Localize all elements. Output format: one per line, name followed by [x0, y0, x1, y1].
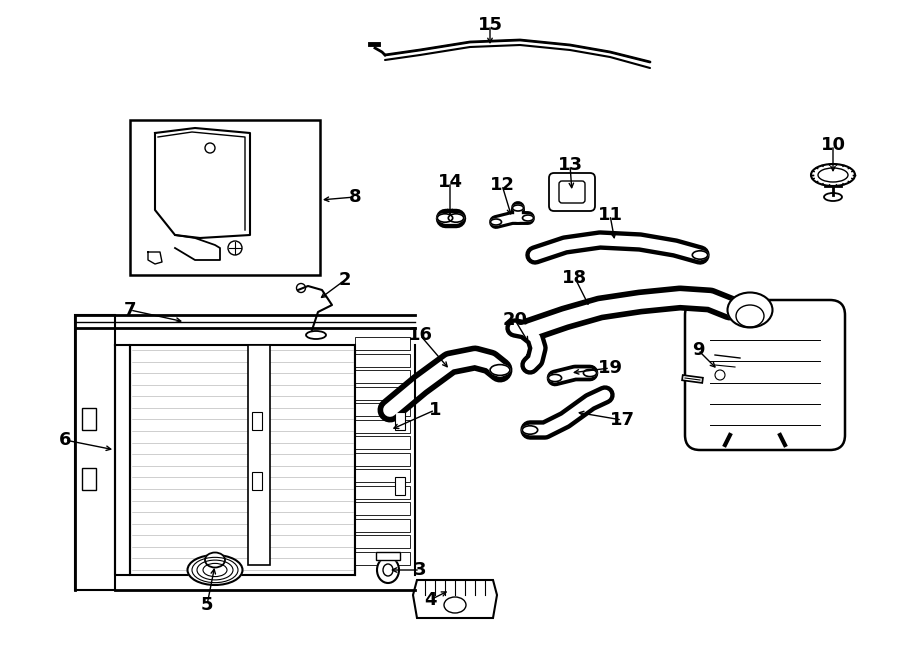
Ellipse shape: [692, 251, 707, 259]
Text: 3: 3: [414, 561, 427, 579]
Bar: [355, 436, 410, 449]
Ellipse shape: [491, 365, 510, 375]
Ellipse shape: [583, 369, 597, 377]
Ellipse shape: [523, 215, 534, 221]
Bar: [252, 472, 262, 490]
Bar: [82, 468, 96, 490]
FancyBboxPatch shape: [549, 173, 595, 211]
Text: 20: 20: [502, 311, 527, 329]
Text: 2: 2: [338, 271, 351, 289]
Ellipse shape: [491, 219, 501, 225]
Bar: [355, 535, 410, 549]
Bar: [355, 502, 410, 516]
Bar: [355, 337, 410, 350]
Text: 12: 12: [490, 176, 515, 194]
Ellipse shape: [448, 214, 464, 222]
Bar: [376, 552, 400, 560]
Text: 10: 10: [821, 136, 845, 154]
Bar: [355, 403, 410, 416]
Bar: [355, 420, 410, 433]
Ellipse shape: [522, 426, 537, 434]
Circle shape: [228, 241, 242, 255]
Bar: [355, 519, 410, 532]
Text: 13: 13: [557, 156, 582, 174]
Ellipse shape: [811, 164, 855, 186]
Bar: [355, 486, 410, 499]
Text: 4: 4: [424, 591, 436, 609]
Bar: [355, 469, 410, 483]
Text: 11: 11: [598, 206, 623, 224]
Bar: [395, 412, 405, 430]
Ellipse shape: [377, 557, 399, 583]
Bar: [355, 354, 410, 367]
Bar: [395, 477, 405, 495]
Ellipse shape: [205, 553, 225, 568]
Bar: [75, 315, 115, 590]
Bar: [376, 552, 400, 560]
Ellipse shape: [437, 214, 453, 222]
Bar: [252, 412, 262, 430]
Text: 8: 8: [348, 188, 361, 206]
Ellipse shape: [512, 205, 524, 211]
FancyBboxPatch shape: [559, 181, 585, 203]
Bar: [248, 345, 270, 565]
Text: 16: 16: [408, 326, 433, 344]
Text: 18: 18: [562, 269, 588, 287]
Polygon shape: [413, 580, 497, 618]
Bar: [130, 120, 320, 275]
Text: 1: 1: [428, 401, 441, 419]
Text: 19: 19: [598, 359, 623, 377]
Bar: [355, 387, 410, 400]
Ellipse shape: [187, 555, 242, 585]
Ellipse shape: [727, 293, 772, 327]
Text: 7: 7: [124, 301, 136, 319]
FancyBboxPatch shape: [685, 300, 845, 450]
Text: 14: 14: [437, 173, 463, 191]
Text: 9: 9: [692, 341, 704, 359]
Bar: [355, 370, 410, 383]
Text: 6: 6: [58, 431, 71, 449]
Text: 17: 17: [609, 411, 634, 429]
Ellipse shape: [383, 564, 393, 576]
Text: 15: 15: [478, 16, 502, 34]
Text: 5: 5: [201, 596, 213, 614]
Bar: [355, 552, 410, 565]
Ellipse shape: [548, 374, 562, 381]
Bar: [82, 408, 96, 430]
Bar: [130, 345, 355, 575]
Bar: [355, 453, 410, 466]
